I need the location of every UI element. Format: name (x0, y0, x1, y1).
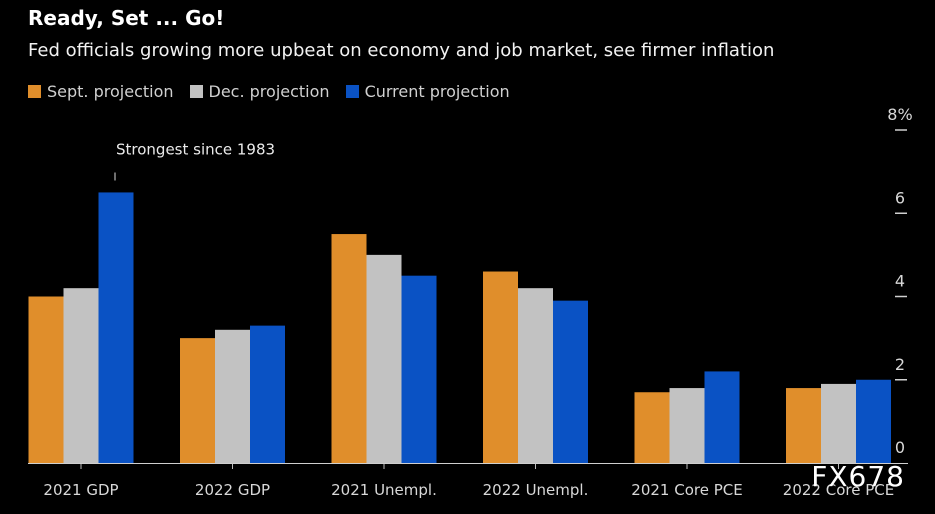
bar-dec-projection-0 (63, 288, 99, 463)
y-tick-label-2: 4 (895, 272, 905, 291)
legend: Sept. projection Dec. projection Current… (28, 82, 510, 101)
bar-dec-projection-3 (518, 288, 553, 463)
y-tick-label-1: 2 (895, 355, 905, 374)
x-tick-label-4: 2021 Core PCE (631, 481, 742, 499)
x-tick-label-0: 2021 GDP (43, 481, 118, 499)
x-tick-label-5: 2022 Core PCE (783, 481, 894, 499)
bar-dec-projection-5 (821, 383, 856, 463)
x-tick-label-1: 2022 GDP (195, 481, 270, 499)
legend-item-current: Current projection (345, 82, 510, 101)
bar-sept-projection-4 (634, 392, 670, 463)
legend-label-current: Current projection (364, 82, 510, 101)
legend-swatch-sept (28, 85, 41, 98)
legend-label-sept: Sept. projection (47, 82, 174, 101)
bar-current-projection-1 (250, 325, 285, 463)
bar-current-projection-3 (553, 300, 588, 463)
legend-swatch-dec (189, 85, 203, 98)
x-tick-label-2: 2021 Unempl. (331, 481, 437, 499)
y-tick-label-4: 8% (887, 105, 912, 124)
bar-sept-projection-1 (180, 338, 215, 463)
bar-dec-projection-2 (366, 254, 402, 463)
legend-label-dec: Dec. projection (208, 82, 330, 101)
bar-current-projection-5 (856, 379, 891, 463)
legend-swatch-current (345, 85, 359, 98)
watermark: FX678 (811, 460, 905, 493)
x-tick-label-3: 2022 Unempl. (483, 481, 589, 499)
chart-title: Ready, Set ... Go! (28, 6, 225, 30)
bar-sept-projection-2 (331, 234, 367, 463)
bar-sept-projection-3 (483, 271, 518, 463)
bar-sept-projection-5 (786, 388, 821, 463)
y-tick-label-3: 6 (895, 188, 905, 207)
legend-item-dec: Dec. projection (189, 82, 330, 101)
bar-sept-projection-0 (28, 296, 64, 463)
annotation-text-0: Strongest since 1983 (116, 140, 275, 158)
bar-current-projection-0 (98, 192, 134, 463)
y-tick-label-0: 0 (895, 438, 905, 457)
chart-subtitle: Fed officials growing more upbeat on eco… (28, 40, 775, 61)
legend-item-sept: Sept. projection (28, 82, 174, 101)
bar-current-projection-2 (401, 275, 437, 463)
bar-dec-projection-1 (215, 329, 250, 463)
bar-current-projection-4 (704, 371, 740, 463)
bar-dec-projection-4 (669, 388, 705, 463)
